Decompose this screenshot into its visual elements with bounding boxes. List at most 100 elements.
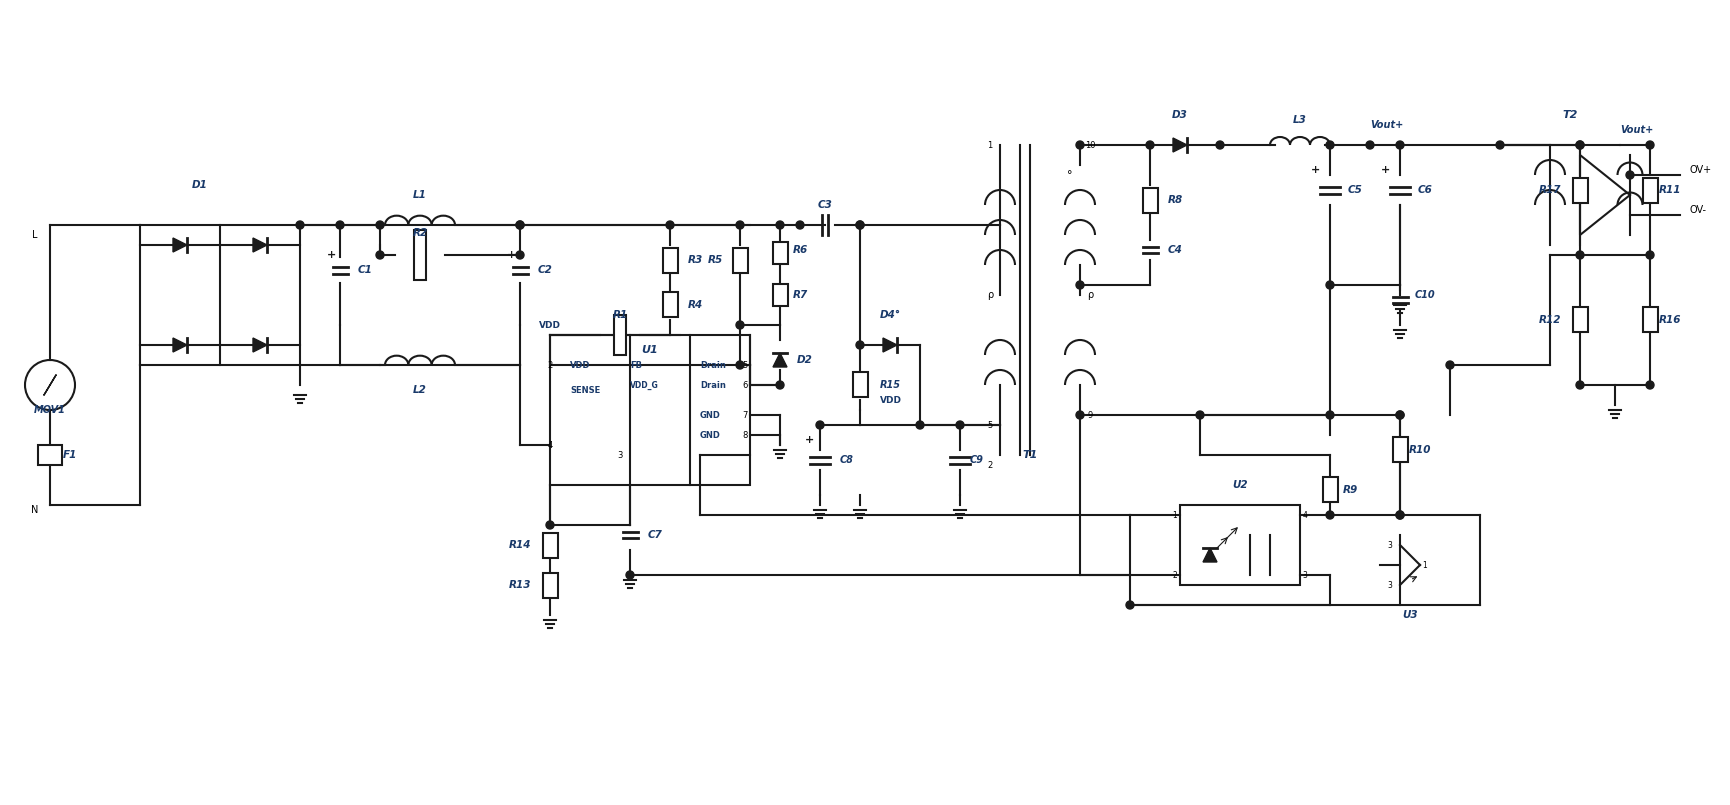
Circle shape <box>1645 381 1654 389</box>
Text: °: ° <box>1067 170 1073 180</box>
Circle shape <box>516 221 524 229</box>
Bar <box>1180 505 1299 585</box>
Text: R17: R17 <box>1538 185 1560 195</box>
Text: R8: R8 <box>1168 195 1183 205</box>
Bar <box>1573 308 1588 332</box>
Text: T1: T1 <box>1022 450 1038 460</box>
Text: 2: 2 <box>1173 571 1178 580</box>
Bar <box>614 315 626 355</box>
Text: 4: 4 <box>547 440 552 449</box>
Text: MOV1: MOV1 <box>35 405 66 415</box>
Text: +: + <box>327 250 337 260</box>
Circle shape <box>1396 411 1405 419</box>
Bar <box>663 247 678 273</box>
Text: +: + <box>1310 165 1320 175</box>
Circle shape <box>336 221 344 229</box>
Text: 2: 2 <box>988 460 993 469</box>
Circle shape <box>375 221 384 229</box>
Circle shape <box>777 381 784 389</box>
Bar <box>38 445 62 465</box>
Text: C2: C2 <box>538 265 552 275</box>
Circle shape <box>1446 361 1453 369</box>
Text: ρ: ρ <box>1086 290 1093 300</box>
Text: R10: R10 <box>1408 445 1431 455</box>
Bar <box>1393 437 1408 463</box>
Circle shape <box>1076 281 1085 289</box>
Circle shape <box>1325 141 1334 149</box>
Text: 7: 7 <box>742 411 747 419</box>
Circle shape <box>1367 141 1374 149</box>
Bar <box>1642 177 1657 203</box>
Text: C10: C10 <box>1415 290 1436 300</box>
Text: C4: C4 <box>1168 245 1182 255</box>
Text: L1: L1 <box>413 190 427 200</box>
Polygon shape <box>773 353 787 367</box>
Circle shape <box>1396 411 1405 419</box>
Circle shape <box>547 521 554 529</box>
Circle shape <box>1325 411 1334 419</box>
Text: 1: 1 <box>988 141 993 150</box>
Text: T2: T2 <box>1562 110 1578 120</box>
Text: OV+: OV+ <box>1690 165 1713 175</box>
Circle shape <box>1576 381 1585 389</box>
Bar <box>663 292 678 317</box>
Text: VDD: VDD <box>881 395 901 404</box>
Bar <box>543 572 557 597</box>
Text: SENSE: SENSE <box>569 386 600 394</box>
Text: U3: U3 <box>1403 610 1419 620</box>
Circle shape <box>915 421 924 429</box>
Text: 3: 3 <box>1387 540 1393 550</box>
Polygon shape <box>882 338 896 352</box>
Circle shape <box>777 221 784 229</box>
Text: R1: R1 <box>612 310 628 320</box>
Text: 5: 5 <box>988 420 993 430</box>
Circle shape <box>735 221 744 229</box>
Circle shape <box>1576 251 1585 259</box>
Text: R12: R12 <box>1538 315 1560 325</box>
Text: OV-: OV- <box>1690 205 1708 215</box>
Text: Drain: Drain <box>701 381 727 390</box>
Circle shape <box>1645 141 1654 149</box>
Text: Drain: Drain <box>701 361 727 369</box>
Bar <box>773 284 787 306</box>
Text: D3: D3 <box>1171 110 1189 120</box>
Circle shape <box>516 221 524 229</box>
Text: GND: GND <box>701 411 721 419</box>
Text: VDD: VDD <box>569 361 590 369</box>
Text: 2: 2 <box>547 361 552 369</box>
Circle shape <box>1576 141 1585 149</box>
Circle shape <box>735 321 744 329</box>
Text: R15: R15 <box>881 380 901 390</box>
Bar <box>773 242 787 264</box>
Circle shape <box>957 421 964 429</box>
Text: D2: D2 <box>798 355 813 365</box>
Text: 8: 8 <box>742 431 747 440</box>
Circle shape <box>1126 601 1133 609</box>
Text: F1: F1 <box>62 450 78 460</box>
Text: R9: R9 <box>1342 485 1358 495</box>
Text: 4: 4 <box>1303 510 1308 519</box>
Circle shape <box>1325 281 1334 289</box>
Bar <box>1322 477 1337 502</box>
Text: Vout+: Vout+ <box>1370 120 1403 130</box>
Text: ρ: ρ <box>986 290 993 300</box>
Text: 3: 3 <box>618 451 623 460</box>
Text: R5: R5 <box>708 255 723 265</box>
Circle shape <box>1325 511 1334 519</box>
Circle shape <box>516 251 524 259</box>
Text: 3: 3 <box>1387 580 1393 589</box>
Text: N: N <box>31 505 38 515</box>
Circle shape <box>1576 141 1585 149</box>
Text: 5: 5 <box>742 361 747 369</box>
Circle shape <box>626 571 633 579</box>
Text: U1: U1 <box>642 345 659 355</box>
Text: C6: C6 <box>1417 185 1432 195</box>
Circle shape <box>666 221 675 229</box>
Polygon shape <box>253 338 266 352</box>
Polygon shape <box>173 338 187 352</box>
Text: L: L <box>33 230 38 240</box>
Circle shape <box>1396 511 1405 519</box>
Text: R16: R16 <box>1659 315 1682 325</box>
Text: +: + <box>1381 165 1389 175</box>
Circle shape <box>1216 141 1225 149</box>
